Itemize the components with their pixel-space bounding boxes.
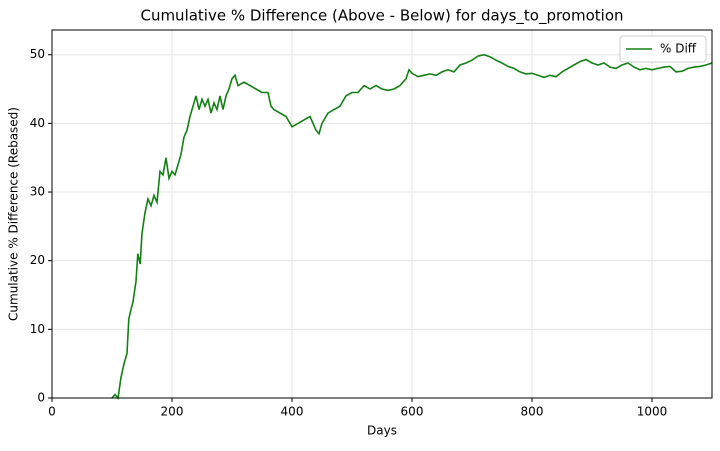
y-tick-label: 50: [30, 47, 45, 61]
x-tick-label: 1000: [637, 405, 668, 419]
y-tick-label: 30: [30, 185, 45, 199]
y-tick-label: 40: [30, 116, 45, 130]
x-tick-label: 800: [521, 405, 544, 419]
legend-label: % Diff: [660, 42, 697, 56]
y-tick-label: 0: [37, 391, 45, 405]
x-axis-label: Days: [367, 424, 397, 438]
data-line: [111, 53, 713, 400]
x-tick-label: 200: [161, 405, 184, 419]
x-tick-label: 600: [401, 405, 424, 419]
legend-box: [619, 35, 707, 63]
x-tick-label: 0: [48, 405, 56, 419]
y-axis-label: Cumulative % Difference (Rebased): [7, 107, 21, 321]
plot-frame: [51, 29, 713, 399]
y-tick-label: 10: [30, 322, 45, 336]
x-tick-label: 400: [281, 405, 304, 419]
y-tick-label: 20: [30, 253, 45, 267]
chart-title: Cumulative % Difference (Above - Below) …: [140, 7, 623, 26]
